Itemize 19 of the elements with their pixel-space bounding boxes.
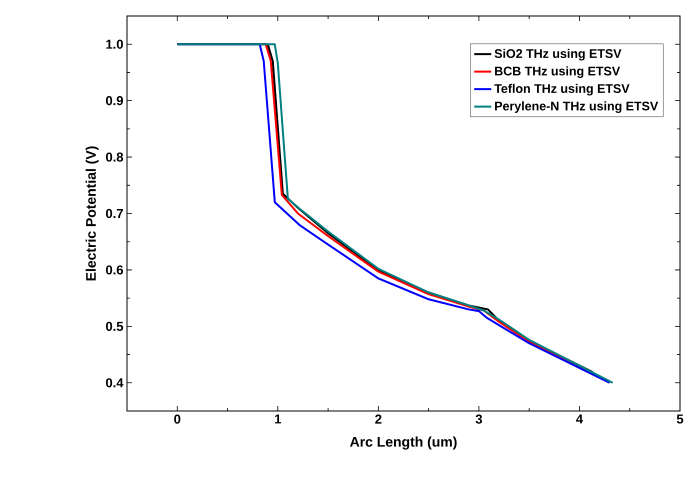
x-tick-label: 1 [275, 414, 282, 424]
legend-label: Perylene-N THz using ETSV [495, 101, 658, 113]
legend-label: BCB THz using ETSV [495, 66, 620, 78]
x-tick-label: 2 [375, 414, 382, 424]
y-tick-label: 0.6 [106, 265, 124, 275]
x-axis-title: Arc Length (um) [350, 436, 457, 450]
x-tick-label: 3 [476, 414, 482, 424]
y-tick-label: 1.0 [106, 40, 123, 49]
legend-label: Teflon THz using ETSV [494, 84, 630, 96]
y-axis-title: Electric Potential (V) [86, 146, 99, 280]
x-tick-label: 5 [676, 414, 684, 424]
y-tick-label: 0.4 [106, 378, 124, 388]
x-tick-label: 4 [576, 414, 583, 424]
legend-label: SiO2 THz using ETSV [494, 48, 622, 61]
y-tick-label: 0.7 [106, 208, 123, 218]
y-tick-label: 0.9 [106, 96, 123, 106]
y-tick-label: 0.8 [106, 152, 124, 162]
y-tick-label: 0.5 [106, 322, 124, 331]
x-tick-label: 0 [174, 414, 180, 424]
